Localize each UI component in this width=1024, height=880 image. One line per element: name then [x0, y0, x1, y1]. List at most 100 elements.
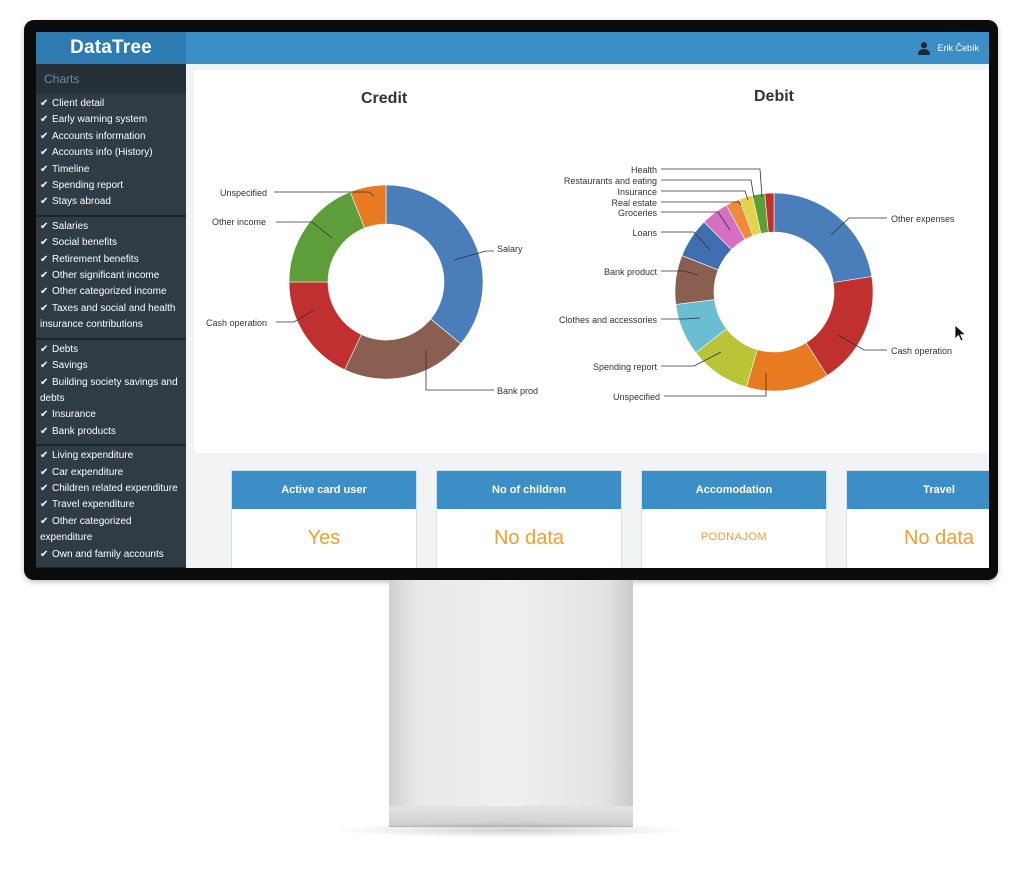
- credit-label-other-income: Other income: [212, 217, 266, 227]
- sidebar-item-social-benefits[interactable]: ✔ Social benefits: [36, 235, 186, 251]
- debit-leader-line: [661, 231, 711, 251]
- sidebar-item-accounts-history[interactable]: ✔ Accounts info (History): [36, 145, 186, 161]
- credit-label-cash-operation: Cash operation: [206, 318, 267, 328]
- sidebar-item-taxes-insurance[interactable]: ✔ Taxes and social and health insurance c…: [40, 302, 176, 331]
- debit-slice-other-expenses[interactable]: [773, 192, 873, 283]
- check-icon: ✔: [40, 466, 49, 478]
- credit-leader-line: [276, 309, 315, 323]
- credit-slice-other-income[interactable]: [288, 191, 366, 283]
- sidebar-item-accounts-information[interactable]: ✔ Accounts information: [36, 129, 186, 145]
- check-icon: ✔: [40, 425, 49, 437]
- card-travel: Travel No data: [846, 470, 989, 568]
- sidebar-item-bank-products[interactable]: ✔ Bank products: [36, 424, 186, 440]
- sidebar-item-spending-report[interactable]: ✔ Spending report: [36, 178, 186, 194]
- check-icon: ✔: [40, 98, 49, 109]
- sidebar-item-debts[interactable]: ✔ Debts: [36, 342, 186, 358]
- check-icon: ✔: [40, 130, 49, 142]
- credit-slice-unspecified[interactable]: [349, 184, 387, 229]
- sidebar-group-overview: ✔ Client detail ✔ Early warning system ✔ Ac…: [36, 94, 186, 217]
- charts-panel: Credit Debit Salary Bank prod Cash operati…: [194, 70, 989, 453]
- debit-leader-line: [661, 168, 763, 198]
- sidebar-item-client-detail[interactable]: ✔ Client detail: [36, 96, 186, 112]
- credit-label-salary: Salary: [497, 244, 523, 254]
- debit-label-bank-product: Bank product: [604, 267, 658, 277]
- monitor-stand: [389, 580, 633, 808]
- check-icon: ✔: [40, 253, 49, 265]
- credit-leader-line: [274, 191, 375, 197]
- check-icon: ✔: [40, 548, 49, 560]
- debit-label-groceries: Groceries: [618, 208, 658, 218]
- sidebar-item-other-expenditure[interactable]: ✔ Other categorized expenditure: [40, 515, 132, 544]
- sidebar-item-family-accounts[interactable]: ✔ Own and family accounts: [36, 547, 186, 563]
- debit-chart-title: Debit: [754, 88, 794, 105]
- credit-leader-line: [276, 221, 333, 239]
- card-title: No of children: [437, 471, 621, 509]
- sidebar-item-building-society[interactable]: ✔ Building society savings and debts: [40, 376, 178, 404]
- debit-leader-line: [664, 373, 767, 397]
- sidebar-item-retirement-benefits[interactable]: ✔ Retirement benefits: [36, 252, 186, 268]
- user-menu[interactable]: Erik Čebík: [917, 32, 979, 64]
- debit-label-unspecified: Unspecified: [613, 392, 660, 402]
- card-value: PODNAJOM: [700, 531, 768, 543]
- debit-slice-health[interactable]: [764, 192, 775, 233]
- sidebar-item-early-warning[interactable]: ✔ Early warning system: [36, 112, 186, 128]
- check-icon: ✔: [40, 196, 49, 208]
- check-icon: ✔: [40, 270, 49, 282]
- debit-leader-line: [830, 217, 887, 236]
- card-accomodation: Accomodation PODNAJOM: [641, 470, 827, 568]
- app-logo[interactable]: DataTree: [36, 32, 186, 64]
- debit-leader-line: [661, 270, 699, 276]
- card-title: Active card user: [232, 471, 416, 509]
- sidebar-item-car-expenditure[interactable]: ✔ Car expenditure: [36, 465, 186, 481]
- sidebar: Charts ✔ Client detail ✔ Early warning sys…: [36, 64, 186, 568]
- debit-leader-line: [661, 190, 749, 201]
- debit-label-loans: Loans: [632, 228, 657, 238]
- debit-label-restaurants-and-eating: Restaurants and eating: [564, 176, 657, 186]
- mouse-cursor-icon: [954, 324, 967, 342]
- card-no-of-children: No of children No data: [436, 470, 622, 568]
- sidebar-group-income: ✔ Salaries ✔ Social benefits ✔ Retirement b…: [36, 217, 186, 340]
- sidebar-item-savings[interactable]: ✔ Savings: [36, 358, 186, 374]
- sidebar-item-salaries[interactable]: ✔ Salaries: [36, 219, 186, 235]
- sidebar-item-other-significant-income[interactable]: ✔ Other significant income: [36, 268, 186, 284]
- check-icon: ✔: [40, 409, 49, 421]
- sidebar-item-insurance[interactable]: ✔ Insurance: [36, 407, 186, 423]
- debit-leader-line: [837, 334, 887, 351]
- credit-chart-title: Credit: [361, 90, 408, 107]
- check-icon: ✔: [40, 360, 49, 372]
- debit-label-insurance: Insurance: [617, 187, 657, 197]
- check-icon: ✔: [40, 482, 49, 494]
- debit-leader-line: [661, 179, 755, 199]
- sidebar-item-timeline[interactable]: ✔ Timeline: [36, 162, 186, 178]
- sidebar-group-expenditure: ✔ Living expenditure ✔ Car expenditure ✔ Ch…: [36, 446, 186, 568]
- debit-leader-line: [661, 211, 731, 231]
- sidebar-title: Charts: [36, 64, 186, 94]
- credit-slice-cash-operation[interactable]: [288, 281, 362, 371]
- app-screen: DataTree Erik Čebík Charts ✔ Client detai…: [36, 32, 989, 568]
- user-name: Erik Čebík: [937, 43, 979, 53]
- credit-leader-line: [453, 250, 494, 261]
- stand-shadow: [330, 822, 692, 838]
- debit-label-cash-operation: Cash operation: [891, 346, 952, 356]
- check-icon: ✔: [40, 343, 49, 355]
- card-value: Yes: [307, 527, 341, 549]
- debit-label-clothes-and-accessories: Clothes and accessories: [559, 315, 658, 325]
- check-icon: ✔: [40, 450, 49, 462]
- card-value: No data: [903, 527, 975, 549]
- sidebar-item-children-expenditure[interactable]: ✔ Children related expenditure: [36, 481, 186, 497]
- debit-leader-line: [661, 201, 742, 206]
- debit-leader-line: [661, 317, 701, 320]
- sidebar-item-other-categorized-income[interactable]: ✔ Other categorized income: [36, 284, 186, 300]
- credit-slice-salary[interactable]: [385, 184, 484, 345]
- top-bar: DataTree Erik Čebík: [36, 32, 989, 64]
- debit-label-other-expenses: Other expenses: [891, 214, 955, 224]
- check-icon: ✔: [40, 220, 49, 232]
- debit-label-real-estate: Real estate: [611, 198, 657, 208]
- card-active-card-user: Active card user Yes: [231, 470, 417, 568]
- sidebar-item-travel-expenditure[interactable]: ✔ Travel expenditure: [36, 497, 186, 513]
- info-cards-row: Active card user Yes No of children No d…: [194, 460, 989, 568]
- debit-label-spending-report: Spending report: [593, 362, 658, 372]
- card-title: Accomodation: [642, 471, 826, 509]
- sidebar-item-living-expenditure[interactable]: ✔ Living expenditure: [36, 448, 186, 464]
- sidebar-item-stays-abroad[interactable]: ✔ Stays abroad: [36, 194, 186, 210]
